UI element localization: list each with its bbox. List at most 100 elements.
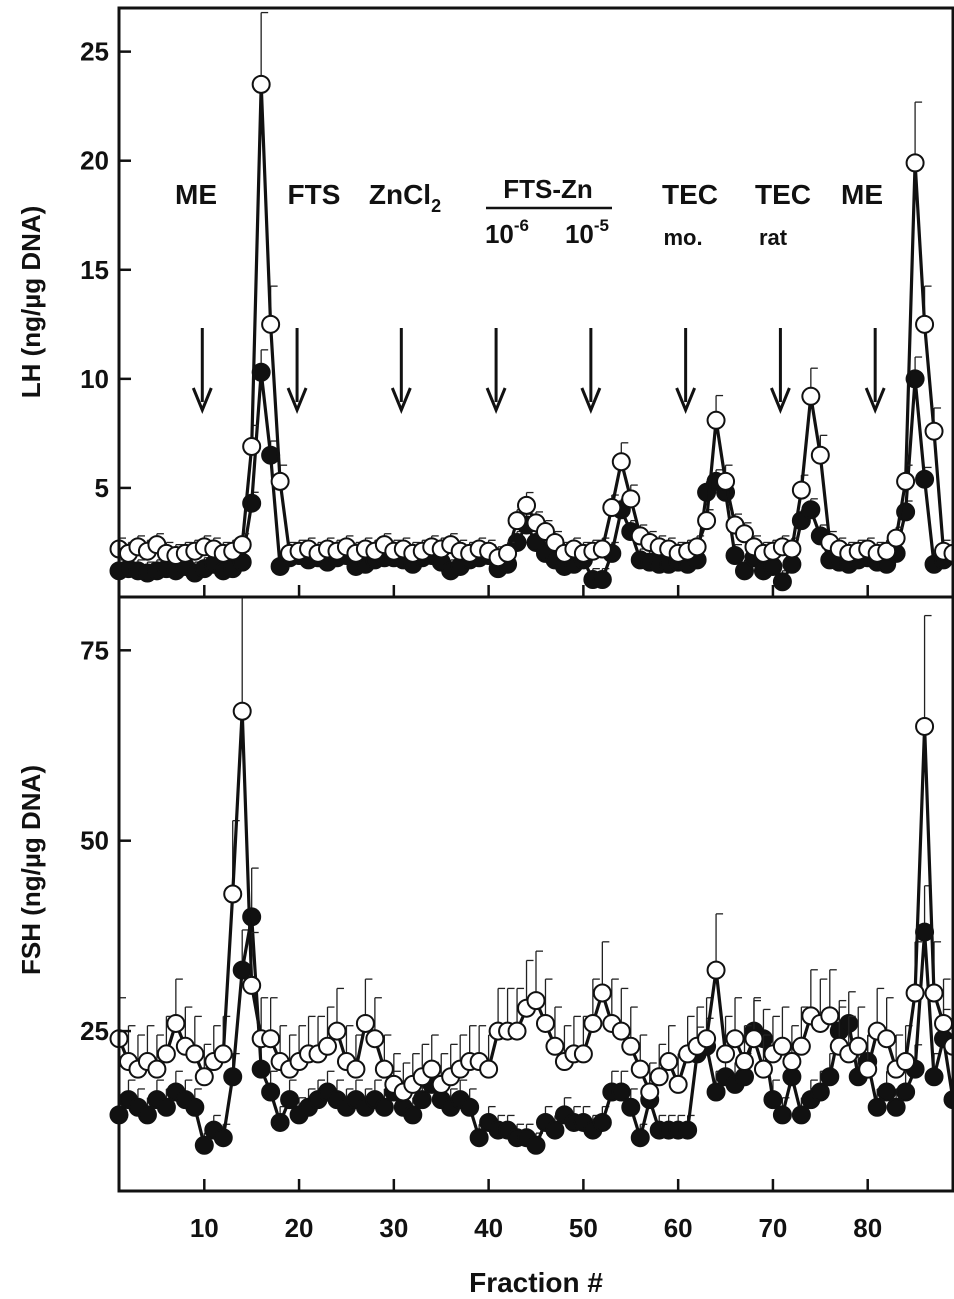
fsh-x-tick-label: 20 [285,1213,314,1243]
lh-point-open [810,445,830,465]
treatment-arrow-head [770,387,791,414]
lh-point-open [801,386,821,406]
lh-point-open [905,153,925,173]
lh-point-open [261,314,281,334]
fsh-x-tick-label: 70 [758,1213,787,1243]
fsh-point-open [725,1029,745,1049]
fsh-point-filled [621,1097,641,1117]
fsh-point-open [479,1059,499,1079]
fsh-point-open [896,1052,916,1072]
fsh-point-filled [137,1105,157,1125]
fsh-point-open [232,701,252,721]
fsh-point-filled [545,1120,565,1140]
fsh-point-filled [251,1059,271,1079]
treatment-arrow-head [580,387,602,414]
lh-point-open [507,511,527,531]
fsh-point-open [545,1036,565,1056]
treatment-arrow-head [485,387,507,414]
fsh-point-open [592,983,612,1003]
fsh-y-axis-ticks: 25 50 75 [80,635,131,1046]
fsh-point-filled [706,1082,726,1102]
fsh-x-tick-label: 80 [853,1213,882,1243]
fsh-point-open [583,1013,603,1033]
lh-point-filled [725,546,745,566]
lh-point-open [242,436,262,456]
fsh-point-filled [630,1128,650,1148]
treatment-label: TEC [662,179,718,210]
fsh-point-open [668,1074,688,1094]
lh-point-filled [735,561,754,581]
fsh-point-open [194,1067,214,1087]
fsh-point-filled [213,1128,233,1148]
fsh-y-tick-label: 50 [80,826,109,856]
lh-treatment-labels: ME FTS ZnCl2 FTS-Zn 10-6 10-5 TEC mo. TEC rat ME [175,174,883,250]
fsh-x-tick-label: 30 [379,1213,408,1243]
fsh-point-filled [877,1082,897,1102]
fsh-point-open [621,1036,641,1056]
fsh-point-filled [678,1120,698,1140]
fsh-x-tick-label: 50 [569,1213,598,1243]
treatment-label: FTS-Zn [503,174,593,204]
lh-point-open [270,471,290,491]
fsh-point-open [507,1021,527,1041]
fsh-x-tick-label: 40 [474,1213,503,1243]
lh-y-tick-label: 5 [95,473,109,503]
fsh-point-filled [611,1082,631,1102]
fsh-point-filled [526,1135,546,1155]
fsh-point-filled [896,1082,916,1102]
fsh-point-open [318,1036,337,1056]
fsh-point-open [242,975,262,995]
fsh-point-filled [469,1128,489,1148]
lh-point-open [611,452,631,472]
fsh-point-open [735,1052,754,1072]
lh-point-open [498,543,518,563]
fsh-point-open [422,1059,442,1079]
lh-point-open [716,471,736,491]
fsh-point-open [697,1029,717,1049]
fsh-point-open [374,1059,394,1079]
fsh-point-filled [280,1090,300,1110]
treatment-label: 10-5 [565,216,609,249]
fsh-point-filled [867,1097,887,1117]
fsh-point-filled [194,1135,214,1155]
fsh-point-open [365,1029,385,1049]
treatment-label: ZnCl2 [369,179,441,216]
lh-point-open [706,410,726,430]
fsh-point-open [649,1067,669,1087]
fsh-x-axis-ticks: 10 20 30 40 50 60 70 80 [190,1179,882,1243]
fsh-point-open [924,983,944,1003]
fsh-point-open [848,1036,868,1056]
fsh-point-filled [232,960,252,980]
fsh-point-filled [810,1082,830,1102]
treatment-label: rat [759,225,788,250]
fsh-point-open [630,1059,650,1079]
fsh-point-filled [772,1105,792,1125]
fsh-point-filled [592,1112,612,1132]
lh-point-filled [772,572,792,592]
fsh-point-open [573,1044,593,1064]
fsh-point-open [706,960,726,980]
treatment-arrow-head [864,387,886,414]
lh-point-open [791,480,811,500]
lh-point-open [602,498,622,518]
lh-point-open [697,511,717,531]
lh-point-open [735,524,754,544]
fsh-point-filled [403,1105,423,1125]
lh-point-open [877,541,897,561]
treatment-label: FTS [288,179,341,210]
treatment-label: ME [175,179,217,210]
fsh-point-filled [820,1067,840,1087]
fsh-point-open [915,716,935,736]
fsh-point-filled [242,907,262,927]
lh-point-filled [592,570,612,590]
lh-y-tick-label: 10 [80,364,109,394]
lh-y-tick-label: 20 [80,146,109,176]
lh-point-open [687,537,707,557]
lh-panel: 5 10 15 20 25 LH (ng/µg DNA) ME FTS ZnCl2 FTS-Z… [16,6,954,599]
fsh-point-open [782,1052,802,1072]
fsh-point-open [327,1021,347,1041]
fsh-y-tick-label: 75 [80,635,109,665]
fsh-point-open [535,1013,555,1033]
lh-point-open [924,421,944,441]
